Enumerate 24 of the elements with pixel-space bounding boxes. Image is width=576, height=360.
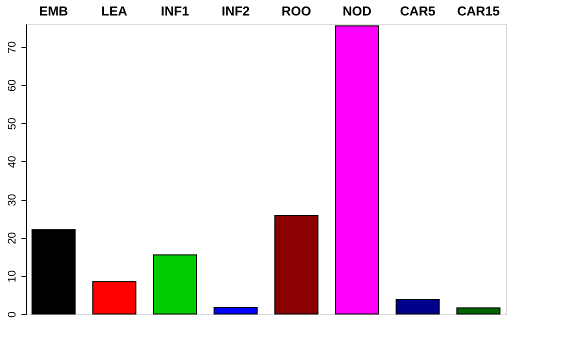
- bar: [214, 307, 258, 314]
- bar: [334, 25, 380, 314]
- x-tick-label: LEA: [101, 4, 128, 18]
- x-tick-label: NOD: [342, 4, 372, 18]
- x-tick-label: INF2: [222, 4, 250, 18]
- y-tick-label: 50: [6, 118, 18, 130]
- bar: [32, 229, 76, 314]
- y-tick-label: 30: [6, 194, 18, 206]
- y-tick-label: 40: [6, 156, 18, 168]
- y-tick-label: 10: [6, 270, 18, 282]
- y-tick-label: 20: [6, 232, 18, 244]
- x-tick-label: EMB: [39, 4, 68, 18]
- bar: [274, 215, 318, 314]
- x-tick-label: INF1: [160, 4, 190, 18]
- x-tick-label: ROO: [282, 4, 312, 18]
- bar: [456, 307, 500, 314]
- x-tick-label: CAR15: [457, 4, 500, 18]
- bar: [92, 281, 136, 314]
- bar: [396, 299, 440, 314]
- y-tick-label: 0: [6, 311, 18, 318]
- bar: [152, 254, 198, 314]
- y-tick-label: 70: [6, 41, 18, 54]
- x-tick-label: CAR5: [400, 4, 436, 18]
- y-tick-label: 60: [6, 79, 18, 92]
